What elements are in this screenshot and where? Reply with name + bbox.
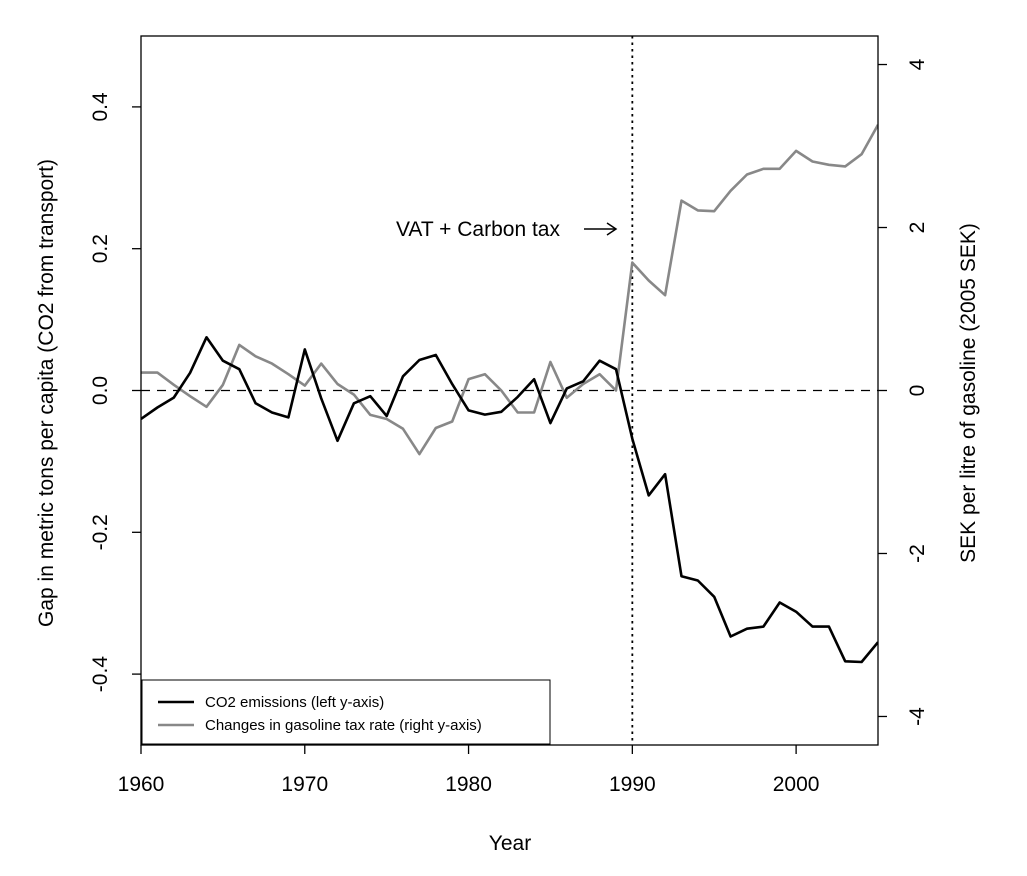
y-axis-left-title: Gap in metric tons per capita (CO2 from …	[35, 159, 58, 627]
y-left-tick-label: -0.2	[89, 514, 112, 550]
series-line-co2	[141, 335, 878, 664]
y-right-tick-label: 4	[906, 58, 929, 70]
x-axis-title: Year	[489, 832, 531, 855]
y-right-tick-label: -4	[906, 707, 929, 726]
series-line-tax	[141, 124, 878, 456]
y-left-tick-label: 0.4	[89, 92, 112, 122]
y-left-tick-label: 0.0	[89, 376, 112, 405]
x-tick-label: 1970	[281, 773, 328, 796]
legend-label-tax: Changes in gasoline tax rate (right y-ax…	[205, 717, 482, 734]
y-left-tick-label: -0.4	[89, 656, 112, 693]
axes: 1960 1970 1980 1990 2000 -0.4 -0.2 0.0 0.2 0.4 -4 -…	[89, 35, 929, 796]
x-tick-label: 1960	[118, 773, 165, 796]
x-tick-label: 1990	[609, 773, 656, 796]
annotation: VAT + Carbon tax	[396, 218, 618, 241]
y-left-tick-label: 0.2	[89, 234, 112, 263]
y-right-tick-label: 2	[906, 222, 929, 234]
legend-box	[141, 679, 551, 745]
x-tick-label: 1980	[445, 773, 492, 796]
plot-content	[141, 36, 878, 745]
y-right-tick-label: 0	[906, 385, 929, 397]
annotation-text: VAT + Carbon tax	[396, 218, 561, 241]
x-tick-label: 2000	[773, 773, 820, 796]
legend: CO2 emissions (left y-axis) Changes in g…	[141, 679, 551, 745]
annotation-arrow-head	[606, 222, 618, 236]
legend-label-co2: CO2 emissions (left y-axis)	[205, 694, 384, 711]
y-right-tick-label: -2	[906, 544, 929, 563]
y-axis-right-title: SEK per litre of gasoline (2005 SEK)	[957, 223, 980, 563]
